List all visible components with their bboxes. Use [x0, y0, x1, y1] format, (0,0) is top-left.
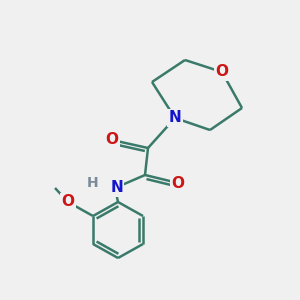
Text: H: H	[87, 176, 99, 190]
Text: N: N	[169, 110, 182, 125]
Text: O: O	[172, 176, 184, 190]
Text: O: O	[61, 194, 74, 209]
Text: O: O	[106, 133, 118, 148]
Text: O: O	[215, 64, 229, 80]
Text: N: N	[110, 181, 123, 196]
